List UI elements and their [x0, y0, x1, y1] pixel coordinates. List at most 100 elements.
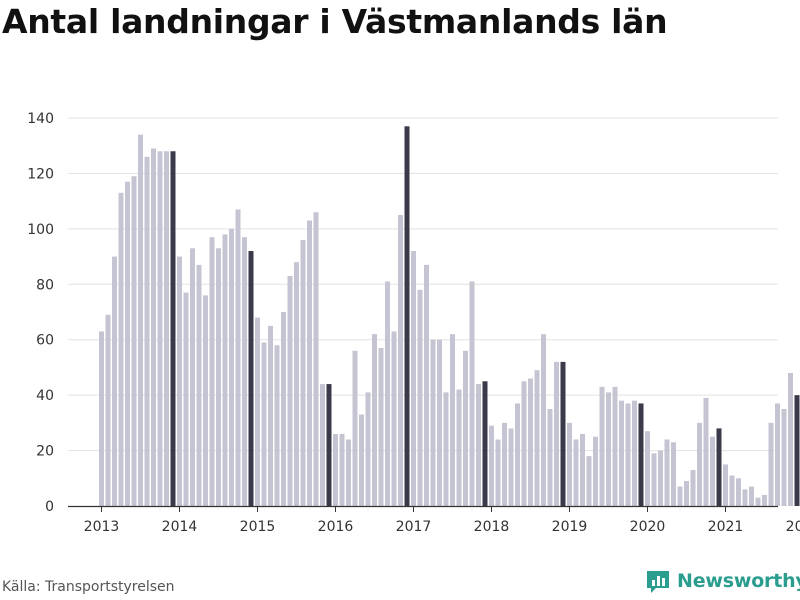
y-tick-label: 80: [36, 277, 54, 293]
bar: [567, 422, 572, 506]
chart-title: Antal landningar i Västmanlands län: [2, 2, 668, 41]
bar: [437, 339, 442, 506]
bar: [534, 370, 540, 506]
bar: [209, 237, 215, 506]
bar: [287, 275, 293, 506]
bar: [625, 403, 631, 506]
bar: [151, 148, 156, 506]
bar: [775, 403, 780, 506]
bar: [196, 264, 202, 506]
bar: [697, 422, 702, 506]
bar: [339, 433, 345, 506]
bar: [755, 497, 761, 506]
x-tick-label: 2019: [552, 519, 588, 535]
bar: [417, 289, 423, 506]
bar: [131, 176, 137, 506]
bar: [677, 486, 683, 506]
bar: [352, 350, 358, 506]
y-tick-label: 120: [27, 166, 54, 182]
bar: [612, 386, 618, 506]
bar: [391, 331, 397, 506]
x-tick-label: 2018: [474, 519, 510, 535]
bar: [456, 389, 462, 506]
bar: [502, 422, 507, 506]
bars: [99, 126, 800, 507]
bar: [99, 331, 104, 506]
bar: [138, 134, 143, 506]
bar: [359, 414, 364, 506]
bar: [346, 439, 351, 506]
bar: [430, 339, 436, 506]
bar: [723, 464, 728, 506]
source-note: Källa: Transportstyrelsen: [2, 579, 175, 595]
bar: [664, 439, 670, 506]
bar: [378, 348, 384, 506]
bar: [274, 345, 280, 506]
bar: [768, 422, 774, 506]
bar: [508, 428, 514, 506]
newsworthy-logo[interactable]: Newsworthy: [645, 568, 800, 594]
x-tick-label: 2020: [630, 519, 666, 535]
y-tick-label: 0: [45, 499, 54, 515]
x-tick-label: 2014: [162, 519, 198, 535]
bar: [313, 212, 319, 506]
bar: [710, 436, 715, 506]
bar: [515, 403, 520, 506]
bar: [528, 378, 533, 506]
bar-december: [716, 428, 722, 506]
x-tick-label: 2017: [396, 519, 432, 535]
bar: [658, 450, 663, 506]
bar: [463, 350, 468, 506]
bar: [112, 256, 117, 506]
bar: [365, 392, 371, 506]
bar: [307, 220, 312, 507]
bar: [593, 436, 598, 506]
bar: [183, 292, 189, 506]
bar: [216, 248, 221, 506]
bar: [495, 439, 501, 506]
bar: [606, 392, 611, 506]
bar-december: [248, 251, 254, 506]
bar: [385, 281, 390, 506]
bar: [729, 475, 735, 506]
bar: [411, 251, 416, 506]
bar: [235, 209, 241, 506]
bar: [424, 264, 429, 506]
bar: [469, 281, 475, 506]
y-tick-label: 60: [36, 333, 54, 349]
bar: [125, 181, 130, 506]
bar: [372, 334, 377, 506]
bar: [645, 431, 650, 506]
bar: [762, 494, 767, 506]
bar: [554, 361, 559, 506]
bar: [521, 381, 527, 506]
bar: [105, 314, 111, 506]
bar-december: [404, 126, 410, 507]
bar: [573, 439, 579, 506]
y-tick-label: 40: [36, 388, 54, 404]
bar: [599, 386, 605, 506]
bar-december: [326, 384, 332, 506]
newsworthy-icon: [647, 571, 669, 593]
x-tick-label: 2015: [240, 519, 276, 535]
bar: [443, 392, 449, 506]
bar: [281, 312, 286, 506]
bar: [736, 478, 741, 506]
bar-december: [560, 361, 566, 506]
bar: [651, 453, 657, 506]
bar: [203, 295, 208, 506]
bar: [788, 372, 793, 506]
y-tick-label: 140: [27, 111, 54, 127]
bar: [781, 409, 787, 506]
bar: [333, 433, 338, 506]
x-tick-label: 2013: [84, 519, 120, 535]
bar: [749, 486, 754, 506]
bar: [619, 400, 624, 506]
bar: [703, 397, 709, 506]
bar: [255, 317, 260, 506]
y-tick-label: 20: [36, 444, 54, 460]
bar: [632, 400, 637, 506]
bar: [164, 151, 169, 506]
bar: [586, 456, 592, 506]
